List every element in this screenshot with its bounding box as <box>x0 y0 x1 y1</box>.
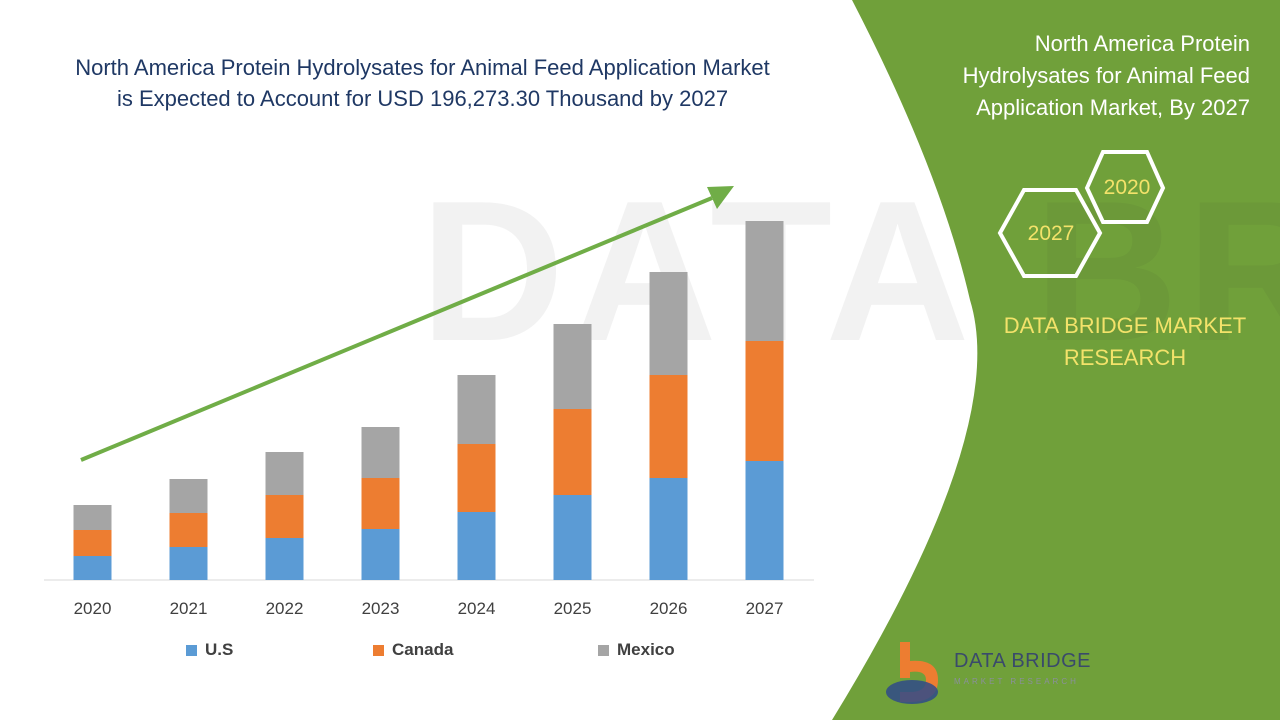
brand-line1: DATA BRIDGE MARKET <box>1003 313 1247 338</box>
hexagon-2020 <box>1084 150 1166 224</box>
bar-mexico-2020 <box>73 505 112 530</box>
bar-us-2026 <box>649 478 688 580</box>
brand-line2: RESEARCH <box>1063 345 1187 370</box>
x-tick-2020: 2020 <box>74 599 112 618</box>
logo-icon-stem <box>900 642 910 678</box>
hexagon-2020-label: 2020 <box>1104 176 1151 199</box>
legend-label-canada: Canada <box>392 640 454 659</box>
bar-us-2027 <box>745 461 784 580</box>
side-title-line3: Application Market, By 2027 <box>976 95 1250 120</box>
x-tick-labels: 2020 2021 2022 2023 2024 2025 2026 2027 <box>74 599 784 618</box>
x-tick-2023: 2023 <box>362 599 400 618</box>
legend-item-us: U.S <box>186 640 233 660</box>
bar-canada-2024 <box>457 444 496 512</box>
bar-canada-2023 <box>361 478 400 529</box>
bar-us-2024 <box>457 512 496 580</box>
legend-swatch-canada <box>373 644 384 656</box>
bar-mexico-2026 <box>649 272 688 375</box>
trend-arrow-line <box>80 196 713 462</box>
side-title-line1: North America Protein <box>1034 31 1250 56</box>
bar-mexico-2023 <box>361 427 400 478</box>
bar-us-2021 <box>169 547 208 580</box>
side-panel-title: North America Protein Hydrolysates for A… <box>890 28 1250 124</box>
side-title-line2: Hydrolysates for Animal Feed <box>962 63 1250 88</box>
hexagon-2027-label: 2027 <box>1028 222 1075 245</box>
legend-label-mexico: Mexico <box>617 640 675 659</box>
bar-us-2023 <box>361 529 400 580</box>
bar-canada-2021 <box>169 513 208 547</box>
legend-item-canada: Canada <box>373 640 453 660</box>
bar-mexico-2022 <box>265 452 304 495</box>
trend-arrow <box>80 186 734 462</box>
bar-us-2022 <box>265 538 304 580</box>
chart-title-line2: is Expected to Account for USD 196,273.3… <box>116 86 729 111</box>
bar-canada-2020 <box>73 530 112 556</box>
brand-text: DATA BRIDGE MARKET RESEARCH <box>990 310 1260 374</box>
bar-canada-2022 <box>265 495 304 538</box>
x-tick-2022: 2022 <box>266 599 304 618</box>
legend-swatch-mexico <box>598 644 609 656</box>
logo-icon <box>886 642 938 704</box>
legend-swatch-us <box>186 644 197 656</box>
bar-mexico-2021 <box>169 479 208 513</box>
chart-title-line1: North America Protein Hydrolysates for A… <box>75 55 770 80</box>
bar-us-2025 <box>553 495 592 580</box>
bar-canada-2026 <box>649 375 688 478</box>
logo-tagline: MARKET RESEARCH <box>954 677 1079 686</box>
x-tick-2025: 2025 <box>554 599 592 618</box>
bar-mexico-2027 <box>745 221 784 341</box>
hexagon-2027 <box>997 188 1103 278</box>
trend-arrow-head <box>707 186 734 209</box>
logo-icon-swoosh <box>886 680 938 704</box>
x-tick-2026: 2026 <box>650 599 688 618</box>
x-tick-2021: 2021 <box>170 599 208 618</box>
legend-item-mexico: Mexico <box>598 640 675 660</box>
bar-mexico-2025 <box>553 324 592 409</box>
green-side-panel <box>832 0 1280 720</box>
legend-label-us: U.S <box>205 640 234 659</box>
chart-legend: U.S Canada Mexico <box>0 640 840 660</box>
bar-canada-2025 <box>553 409 592 495</box>
bar-mexico-2024 <box>457 375 496 444</box>
chart-title: North America Protein Hydrolysates for A… <box>20 52 825 114</box>
x-tick-2024: 2024 <box>458 599 496 618</box>
year-hexagons: 2020 2027 <box>997 150 1166 278</box>
x-tick-2027: 2027 <box>746 599 784 618</box>
bar-us-2020 <box>73 556 112 580</box>
logo-name: DATA BRIDGE <box>954 650 1092 672</box>
data-bridge-logo: DATA BRIDGE MARKET RESEARCH <box>880 640 1100 710</box>
bar-canada-2027 <box>745 341 784 461</box>
bars-group <box>73 221 784 580</box>
